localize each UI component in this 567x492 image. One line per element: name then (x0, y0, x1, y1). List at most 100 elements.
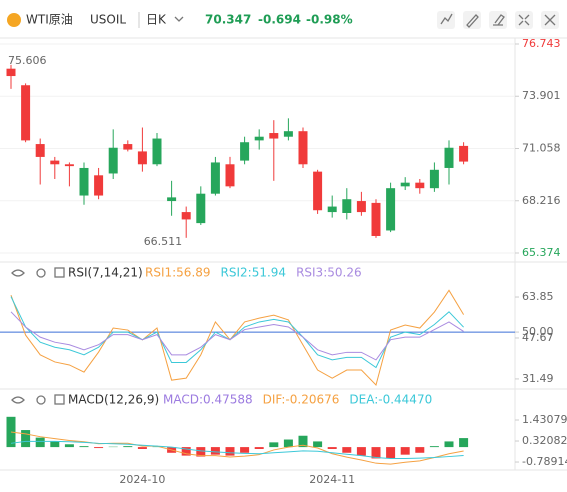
y-tick-label: 76.743 (522, 37, 561, 50)
histogram-bar (196, 447, 206, 457)
tool-expand-icon (518, 14, 530, 26)
histogram-bar (269, 442, 279, 448)
histogram-bar (94, 447, 104, 449)
change: -0.694 (258, 13, 301, 27)
x-tick-label: 2024-10 (119, 473, 165, 486)
candle-body (6, 68, 16, 77)
tool-draw-icon (466, 14, 479, 28)
candle-body (429, 169, 439, 189)
candle-body (371, 202, 381, 236)
candle-body (327, 206, 337, 213)
candle-body (400, 182, 410, 187)
y-tick-label: -0.78914 (522, 455, 567, 468)
histogram-bar (6, 416, 16, 448)
histogram-bar (79, 446, 89, 448)
settings[interactable] (36, 395, 46, 405)
instrument-name: WTI原油 (26, 13, 73, 27)
histogram-bar (342, 447, 352, 453)
histogram-bar (400, 447, 410, 455)
candle-body (123, 144, 133, 150)
period[interactable]: 日K (146, 13, 167, 27)
histogram-bar (327, 447, 337, 449)
candle-body (64, 164, 74, 167)
candle-body (35, 144, 45, 157)
candle-body (313, 171, 323, 211)
candle-body (342, 199, 352, 213)
candle-body (269, 133, 279, 139)
options[interactable] (54, 267, 65, 278)
histogram-bar (137, 447, 147, 449)
price: 70.347 (205, 13, 251, 27)
change-pct: -0.98% (306, 13, 353, 27)
candle-body (152, 138, 162, 165)
y-tick-label: 63.85 (522, 290, 554, 303)
legend-entry: RSI1:56.89 (145, 266, 211, 280)
instrument-symbol: USOIL (90, 13, 126, 27)
histogram-bar (254, 447, 264, 449)
legend-entry: RSI3:50.26 (296, 266, 362, 280)
y-tick-label: 47.67 (522, 331, 554, 344)
candle-body (283, 131, 293, 137)
tool-expand[interactable] (515, 11, 533, 29)
histogram-bar (240, 447, 250, 453)
candle-body (444, 147, 454, 168)
x-tick-label: 2024-11 (309, 473, 355, 486)
candle-body (21, 85, 31, 141)
histogram-bar (225, 447, 235, 456)
candle-body (225, 164, 235, 187)
period-dropdown[interactable] (174, 16, 184, 22)
indicator-line (10, 440, 464, 459)
histogram-bar (386, 447, 396, 459)
logo (7, 13, 21, 27)
histogram-bar (64, 444, 74, 448)
y-tick-label: 1.43079 (522, 413, 567, 426)
candle-body (459, 145, 469, 162)
tool-close-icon (544, 14, 556, 26)
toolbar (437, 11, 559, 29)
y-tick-label: 68.216 (522, 194, 561, 207)
candle-body (181, 212, 191, 220)
candle-body (240, 142, 250, 161)
indicator-title: MACD(12,26,9) (68, 393, 159, 407)
settings[interactable] (36, 268, 46, 278)
candle-body (415, 182, 425, 189)
candle-body (108, 147, 118, 174)
candle-body (137, 151, 147, 165)
toggle-visibility[interactable] (11, 269, 25, 277)
tool-indicator[interactable] (437, 11, 455, 29)
histogram-bar (444, 441, 454, 448)
histogram-bar (298, 435, 308, 448)
y-tick-label: 31.49 (522, 372, 554, 385)
candle-body (196, 193, 206, 224)
histogram-bar (356, 447, 366, 456)
legend-entry: DEA:-0.44470 (349, 393, 432, 407)
tool-clear-icon (493, 14, 505, 26)
histogram-bar (313, 441, 323, 448)
legend-entry: RSI2:51.94 (221, 266, 287, 280)
options[interactable] (54, 394, 65, 405)
y-tick-label: 50.00 (522, 325, 554, 338)
macd-header: MACD(12,26,9) (11, 393, 159, 407)
y-tick-label: 71.058 (522, 142, 561, 155)
indicator-title: RSI(7,14,21) (68, 266, 143, 280)
histogram-bar (371, 447, 381, 459)
histogram-bar (123, 446, 133, 448)
tool-indicator-icon (440, 13, 453, 25)
candle-body (210, 162, 220, 194)
histogram-bar (21, 430, 31, 448)
candle-body (254, 136, 264, 141)
histogram-bar (210, 447, 220, 455)
indicator-line (10, 311, 464, 361)
legend-entry: DIF:-0.20676 (263, 393, 340, 407)
y-tick-label: 65.374 (522, 246, 561, 259)
candle-body (94, 175, 104, 196)
candle-body (356, 201, 366, 213)
histogram-bar (181, 447, 191, 456)
toggle-visibility[interactable] (11, 396, 25, 404)
indicator-line (10, 289, 465, 386)
candle-body (50, 160, 60, 165)
histogram-bar (35, 437, 45, 448)
candle-body (79, 167, 89, 196)
min-label: 66.511 (144, 235, 183, 248)
